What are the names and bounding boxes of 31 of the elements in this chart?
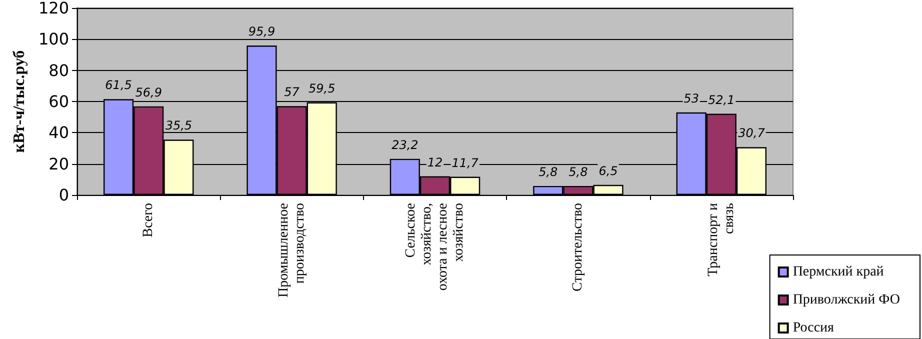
y-tick-label: 0	[58, 186, 69, 204]
data-label: 11,7	[452, 156, 479, 170]
data-label: 57	[284, 85, 300, 100]
data-label: 5,8	[568, 164, 588, 179]
y-tick-label: 100	[38, 30, 69, 49]
legend-label: Пермский край	[792, 264, 884, 280]
data-label: 23,2	[392, 138, 418, 152]
data-label: 61,5	[105, 78, 132, 92]
data-label: 52,1	[708, 92, 735, 107]
data-label: 5,8	[538, 164, 558, 179]
data-label: 59,5	[308, 81, 336, 96]
y-tick-label: 40	[48, 123, 69, 142]
x-tick-label: Всего	[141, 203, 156, 238]
y-tick-label: 120	[38, 0, 69, 18]
y-tick-label: 60	[48, 92, 69, 111]
y-tick-label: 20	[48, 154, 69, 174]
data-label: 30,7	[738, 126, 766, 140]
legend-label: Россия	[792, 320, 835, 336]
data-label: 95,9	[248, 24, 276, 39]
data-label: 53	[684, 91, 699, 106]
data-label: 12	[427, 155, 443, 170]
data-label: 35,5	[165, 118, 192, 133]
data-label: 6,5	[598, 164, 618, 178]
y-tick-label: 80	[48, 60, 69, 80]
x-tick-label: Транспорт и связь	[706, 202, 737, 276]
data-label: 56,9	[135, 85, 162, 100]
x-tick-label: Промышленное производство	[276, 203, 308, 298]
x-tick-label: Строительство	[570, 203, 586, 292]
legend-label: Приволжский ФО	[792, 292, 900, 308]
y-axis-title: кВт-ч/тыс.руб	[11, 50, 28, 153]
x-tick-label: Сельское хозяйство, охота и лесное хозяйство	[404, 203, 466, 291]
